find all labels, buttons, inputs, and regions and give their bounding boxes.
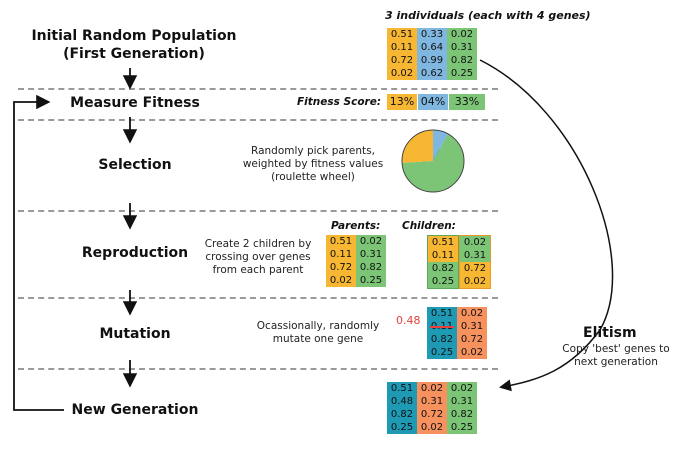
mutation-label: Mutation [99,326,171,342]
gene-cell: 0.99 [420,55,444,66]
reproduction-label: Reproduction [81,245,189,261]
gene-cell: 0.62 [420,68,444,79]
gene-cell: 0.02 [460,236,490,249]
initial-population-subtitle: (First Generation) [63,46,205,62]
gene-cell: 0.11 [329,249,353,260]
individual-column: 0.33 0.64 0.99 0.62 [417,28,447,80]
measure-fitness-label: Measure Fitness [70,95,200,111]
separator-line [18,368,498,370]
gene-cell: 0.25 [430,347,454,358]
gene-cell: 0.31 [359,249,383,260]
roulette-wheel [401,129,465,193]
gene-cell: 0.51 [390,29,414,40]
gene-cell: 0.72 [460,262,490,275]
fitness-score: 13% [387,94,417,110]
gene-cell: 0.82 [450,409,474,420]
reproduction-description: Create 2 children by crossing over genes… [204,238,312,276]
children-grid: 0.51 0.11 0.82 0.25 0.02 0.31 0.72 0.02 [427,235,491,289]
gene-cell: 0.11 [428,249,458,262]
separator-line [18,297,498,299]
wheel-slice [402,133,464,192]
mutation-grid: 0.51 0.11 0.82 0.25 0.02 0.31 0.72 0.02 [427,307,487,359]
initial-population-grid: 0.51 0.11 0.72 0.02 0.33 0.64 0.99 0.62 … [387,28,477,80]
fitness-score: 04% [418,94,448,110]
gene-cell: 0.02 [460,347,484,358]
children-label: Children: [402,220,456,232]
individual-column: 0.02 0.31 0.82 0.25 [447,28,477,80]
separator-line [18,119,498,121]
fitness-score: 33% [449,94,485,110]
gene-cell: 0.02 [450,383,474,394]
gene-cell: 0.31 [460,249,490,262]
gene-cell: 0.72 [390,55,414,66]
parents-grid: 0.51 0.11 0.72 0.02 0.02 0.31 0.82 0.25 [326,235,386,287]
elitism-title: Elitism [583,325,637,341]
new-generation-label: New Generation [71,402,199,418]
wheel-slice [433,130,448,161]
mutation-column: 0.51 0.11 0.82 0.25 [427,307,457,359]
gene-cell: 0.25 [450,68,474,79]
gene-cell: 0.51 [390,383,414,394]
gene-cell: 0.51 [428,236,458,249]
mutated-value: 0.48 [396,314,421,327]
parents-label: Parents: [331,220,381,232]
loop-arrow [13,94,64,411]
individual-column: 0.02 0.31 0.72 0.02 [417,382,447,434]
parent-column: 0.51 0.11 0.72 0.02 [326,235,356,287]
gene-cell: 0.25 [428,275,458,288]
gene-cell: 0.48 [390,396,414,407]
child-column: 0.51 0.11 0.82 0.25 [427,235,459,289]
elitism-description: Copy 'best' genes to next generation [562,343,670,368]
individuals-label: 3 individuals (each with 4 genes) [385,9,591,22]
new-generation-grid: 0.51 0.48 0.82 0.25 0.02 0.31 0.72 0.02 … [387,382,477,434]
fitness-score-label: Fitness Score: [297,96,382,108]
mutation-column: 0.02 0.31 0.72 0.02 [457,307,487,359]
gene-cell: 0.02 [420,383,444,394]
gene-cell: 0.02 [390,68,414,79]
gene-cell: 0.02 [460,275,490,288]
gene-cell: 0.11 [390,42,414,53]
gene-cell: 0.31 [420,396,444,407]
gene-cell: 0.82 [428,262,458,275]
wheel-slice [402,130,433,163]
initial-population-title: Initial Random Population [31,28,237,44]
gene-cell-mutated: 0.11 [430,321,454,332]
gene-cell: 0.25 [359,275,383,286]
gene-cell: 0.02 [329,275,353,286]
gene-cell: 0.72 [460,334,484,345]
gene-cell: 0.02 [420,422,444,433]
gene-cell: 0.02 [460,308,484,319]
gene-cell: 0.82 [359,262,383,273]
gene-cell: 0.72 [329,262,353,273]
selection-label: Selection [98,157,172,173]
gene-cell: 0.51 [329,236,353,247]
individual-column: 0.51 0.11 0.72 0.02 [387,28,417,80]
gene-cell: 0.25 [390,422,414,433]
gene-cell: 0.31 [460,321,484,332]
gene-cell: 0.82 [430,334,454,345]
gene-cell: 0.02 [359,236,383,247]
gene-cell: 0.82 [450,55,474,66]
elitism-arrow [479,59,614,392]
parent-column: 0.02 0.31 0.82 0.25 [356,235,386,287]
gene-cell: 0.33 [420,29,444,40]
gene-cell: 0.02 [450,29,474,40]
separator-line [18,210,498,212]
individual-column: 0.02 0.31 0.82 0.25 [447,382,477,434]
child-column: 0.02 0.31 0.72 0.02 [459,235,491,289]
gene-cell: 0.64 [420,42,444,53]
separator-line [18,88,498,90]
gene-cell: 0.51 [430,308,454,319]
selection-description: Randomly pick parents, weighted by fitne… [242,145,384,183]
individual-column: 0.51 0.48 0.82 0.25 [387,382,417,434]
gene-cell: 0.72 [420,409,444,420]
gene-cell: 0.31 [450,42,474,53]
gene-cell: 0.82 [390,409,414,420]
gene-cell: 0.25 [450,422,474,433]
gene-cell: 0.31 [450,396,474,407]
mutation-description: Ocassionally, randomly mutate one gene [256,320,380,345]
